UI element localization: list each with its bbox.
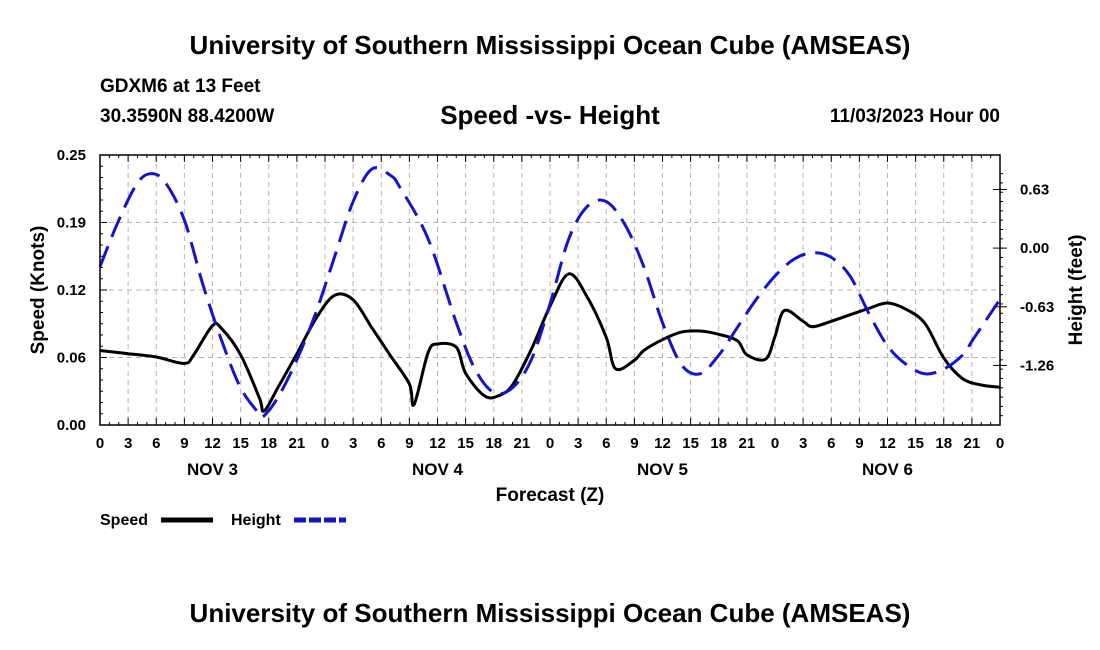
x-tick-label: 6	[602, 435, 610, 452]
x-tick-label: 9	[630, 435, 638, 452]
x-tick-label: 0	[96, 435, 104, 452]
x-tick-label: 12	[879, 435, 896, 452]
plot-frame	[99, 154, 1001, 426]
x-tick-label: 0	[771, 435, 779, 452]
x-tick-label: 3	[799, 435, 807, 452]
footer-title: University of Southern Mississippi Ocean…	[189, 598, 911, 628]
x-tick-label: 21	[289, 435, 306, 452]
x-tick-label: 6	[152, 435, 160, 452]
x-tick-label: 6	[377, 435, 385, 452]
x-tick-label: 15	[457, 435, 474, 452]
x-tick-label: 0	[321, 435, 329, 452]
y-right-tick-label: -1.26	[1020, 357, 1054, 374]
day-label: NOV 4	[412, 460, 464, 479]
legend-label: Height	[231, 512, 281, 529]
height-series-line	[98, 166, 1002, 420]
chart-subtitle: Speed -vs- Height	[440, 100, 660, 130]
x-tick-label: 9	[180, 435, 188, 452]
x-tick-label: 15	[232, 435, 249, 452]
axis-labels: 0 3 6 9 12 15 18 21 0 3 6 9 12 15 18 21 0 3 6 9 12 15 18 21 0 3 6 9…	[28, 147, 1087, 506]
legend-label: Speed	[100, 512, 148, 529]
x-tick-label: 9	[855, 435, 863, 452]
day-label: NOV 6	[862, 460, 913, 479]
x-tick-label: 12	[429, 435, 446, 452]
y-axis-title: Speed (Knots)	[28, 226, 49, 355]
station-label: GDXM6 at 13 Feet	[100, 76, 261, 97]
x-tick-label: 3	[349, 435, 357, 452]
x-tick-label: 18	[710, 435, 727, 452]
x-tick-label: 18	[485, 435, 502, 452]
y-right-tick-label: 0.00	[1020, 240, 1049, 257]
y-tick-label: 0.06	[57, 350, 86, 367]
x-tick-label: 21	[514, 435, 531, 452]
x-tick-label: 15	[907, 435, 924, 452]
x-tick-label: 12	[654, 435, 671, 452]
x-tick-label: 0	[996, 435, 1004, 452]
x-axis-title: Forecast (Z)	[496, 485, 605, 506]
coordinates-label: 30.3590N 88.4200W	[100, 106, 275, 127]
y-right-axis-title: Height (feet)	[1066, 235, 1087, 346]
y-right-tick-label: 0.63	[1020, 181, 1049, 198]
y-tick-label: 0.25	[57, 147, 86, 164]
series-lines	[98, 166, 1002, 420]
x-tick-label: 3	[124, 435, 132, 452]
x-tick-label: 21	[964, 435, 981, 452]
x-tick-label: 15	[682, 435, 699, 452]
y-tick-label: 0.12	[57, 282, 86, 299]
grid	[100, 155, 1000, 425]
x-tick-label: 3	[574, 435, 582, 452]
y-tick-label: 0.00	[57, 417, 86, 434]
x-tick-label: 18	[260, 435, 277, 452]
y-right-tick-label: -0.63	[1020, 299, 1054, 316]
main-title: University of Southern Mississippi Ocean…	[189, 30, 911, 60]
x-tick-label: 21	[739, 435, 756, 452]
day-label: NOV 3	[187, 460, 238, 479]
day-label: NOV 5	[637, 460, 688, 479]
forecast-datetime: 11/03/2023 Hour 00	[829, 106, 1000, 127]
x-tick-label: 18	[935, 435, 952, 452]
x-tick-label: 9	[405, 435, 413, 452]
legend: Speed Height	[100, 512, 346, 529]
y-tick-label: 0.19	[57, 215, 86, 232]
x-tick-label: 0	[546, 435, 554, 452]
x-tick-label: 6	[827, 435, 835, 452]
x-tick-label: 12	[204, 435, 221, 452]
